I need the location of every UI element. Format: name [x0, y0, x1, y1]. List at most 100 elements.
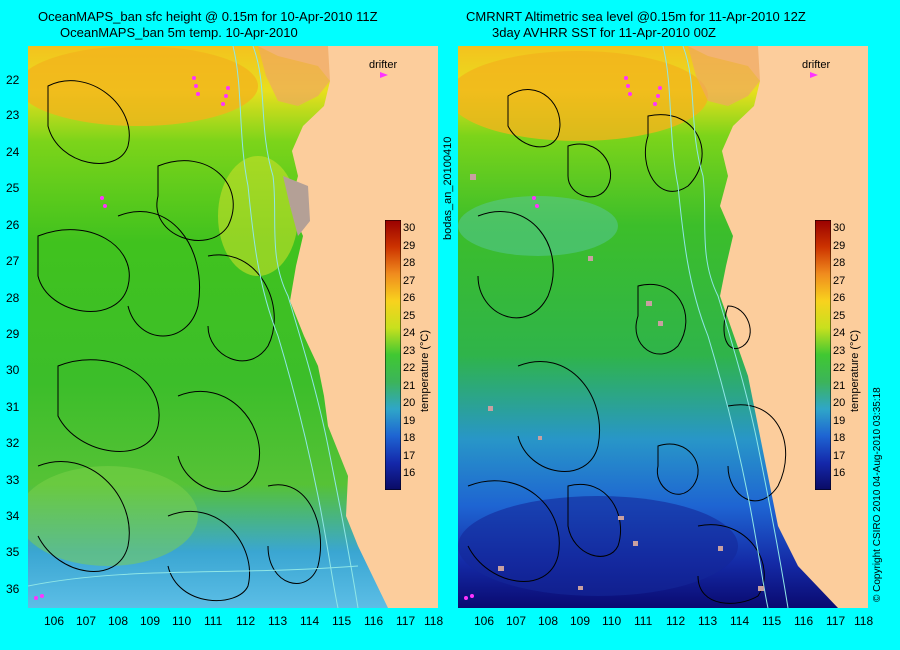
left-cb-tick-22: 22	[403, 362, 416, 374]
right-x-tick: 109	[570, 614, 591, 628]
left-cb-tick-19: 19	[403, 414, 416, 427]
left-drifter-label: drifter	[369, 59, 398, 71]
left-y-tick: 35	[6, 545, 20, 559]
right-cb-tick-23: 23	[833, 344, 846, 357]
center-run-label: bodas_an_20100410	[442, 136, 454, 240]
left-y-tick: 28	[6, 291, 20, 305]
left-x-tick: 111	[204, 614, 223, 628]
right-cb-tick-18: 18	[833, 432, 846, 444]
right-x-tick: 118	[854, 614, 874, 628]
left-x-tick: 116	[364, 614, 384, 628]
left-x-tick: 118	[424, 614, 444, 628]
right-cb-tick-20: 20	[833, 397, 846, 409]
right-x-tick: 112	[666, 614, 686, 628]
right-cb-tick-21: 21	[833, 379, 846, 392]
left-land-warm	[258, 46, 330, 106]
left-x-tick: 107	[76, 614, 97, 628]
right-cb-tick-26: 26	[833, 292, 846, 304]
left-x-tick: 113	[268, 614, 288, 628]
left-x-tick: 114	[300, 614, 320, 628]
left-y-tick: 31	[6, 400, 20, 414]
left-contours	[37, 80, 322, 602]
left-y-axis: 22 23 24 25 26 27 28 29 30 31 32 33 34 3…	[0, 46, 26, 608]
left-y-tick: 23	[6, 108, 20, 122]
right-x-tick: 108	[538, 614, 559, 628]
right-cb-tick-24: 24	[833, 327, 846, 339]
right-cb-tick-28: 28	[833, 257, 846, 269]
left-x-tick: 109	[140, 614, 161, 628]
left-y-tick: 30	[6, 363, 20, 377]
right-x-tick: 106	[474, 614, 495, 628]
right-map-svg	[458, 46, 868, 608]
left-drifters	[34, 72, 388, 600]
left-y-tick: 26	[6, 218, 20, 232]
right-cb-tick-19: 19	[833, 414, 846, 427]
right-cb-tick-27: 27	[833, 274, 846, 287]
copyright-label: © Copyright CSIRO 2010 04-Aug-2010 03:35…	[872, 387, 883, 602]
left-cb-tick-20: 20	[403, 397, 416, 409]
left-x-tick: 110	[172, 614, 192, 628]
left-title-line2: OceanMAPS_ban 5m temp. 10-Apr-2010	[60, 25, 298, 40]
left-cb-tick-18: 18	[403, 432, 416, 444]
left-y-tick: 22	[6, 73, 20, 87]
left-y-tick: 29	[6, 327, 20, 341]
right-x-tick: 111	[634, 614, 653, 628]
right-colorbar-ticks: 30 29 28 27 26 25 24 23 22 21 20 19 18 1…	[833, 222, 857, 484]
left-cb-tick-21: 21	[403, 379, 416, 392]
left-x-tick: 106	[44, 614, 65, 628]
left-warm-area	[28, 46, 258, 126]
right-warm-area	[458, 51, 708, 141]
left-bathymetry	[28, 46, 359, 608]
left-y-tick: 32	[6, 436, 20, 450]
left-colorbar-ticks: 30 29 28 27 26 25 24 23 22 21 20 19 18 1…	[403, 222, 427, 484]
left-cb-tick-25: 25	[403, 309, 416, 322]
right-x-tick: 113	[698, 614, 718, 628]
left-x-tick: 108	[108, 614, 129, 628]
left-cb-tick-17: 17	[403, 449, 416, 462]
right-title-line2: 3day AVHRR SST for 11-Apr-2010 00Z	[492, 25, 716, 40]
left-y-tick: 34	[6, 509, 20, 523]
left-y-tick: 27	[6, 254, 20, 268]
left-cb-tick-26: 26	[403, 292, 416, 304]
left-cb-tick-29: 29	[403, 239, 416, 252]
right-drifter-label: drifter	[802, 59, 831, 71]
right-x-tick: 116	[794, 614, 814, 628]
left-title-line1: OceanMAPS_ban sfc height @ 0.15m for 10-…	[38, 9, 378, 24]
right-x-tick: 107	[506, 614, 527, 628]
left-x-tick: 117	[396, 614, 416, 628]
left-map-svg	[28, 46, 438, 608]
left-cb-tick-24: 24	[403, 327, 416, 339]
left-x-tick: 115	[332, 614, 352, 628]
right-bathymetry	[662, 46, 789, 608]
right-colorbar-label: temperature (°C)	[849, 329, 861, 412]
right-cb-tick-29: 29	[833, 239, 846, 252]
left-x-axis: 106 107 108 109 110 111 112 113 114 115 …	[28, 614, 448, 634]
left-cb-tick-23: 23	[403, 344, 416, 357]
left-x-tick: 112	[236, 614, 256, 628]
left-y-tick: 33	[6, 473, 20, 487]
left-map-panel: drifter	[28, 46, 438, 608]
left-south-patch	[28, 466, 198, 566]
left-y-tick: 25	[6, 181, 20, 195]
right-drifters	[464, 72, 818, 600]
right-x-tick: 114	[730, 614, 750, 628]
left-cb-tick-27: 27	[403, 274, 416, 287]
left-delta	[283, 176, 310, 236]
left-colorbar	[385, 220, 401, 490]
left-y-tick: 24	[6, 145, 20, 159]
right-title-line1: CMRNRT Altimetric sea level @0.15m for 1…	[466, 9, 806, 24]
right-cb-tick-25: 25	[833, 309, 846, 322]
right-south-cold	[458, 496, 738, 596]
left-cb-tick-30: 30	[403, 222, 416, 234]
right-cb-tick-16: 16	[833, 467, 846, 479]
right-colorbar	[815, 220, 831, 490]
right-contours	[467, 89, 787, 604]
right-cb-tick-30: 30	[833, 222, 846, 234]
right-x-tick: 117	[826, 614, 846, 628]
right-cloud-speckle	[470, 174, 764, 591]
right-cb-tick-17: 17	[833, 449, 846, 462]
right-x-axis: 106 107 108 109 110 111 112 113 114 115 …	[458, 614, 878, 634]
left-warm-shelf	[218, 156, 298, 276]
left-y-tick: 36	[6, 582, 20, 596]
left-cb-tick-28: 28	[403, 257, 416, 269]
